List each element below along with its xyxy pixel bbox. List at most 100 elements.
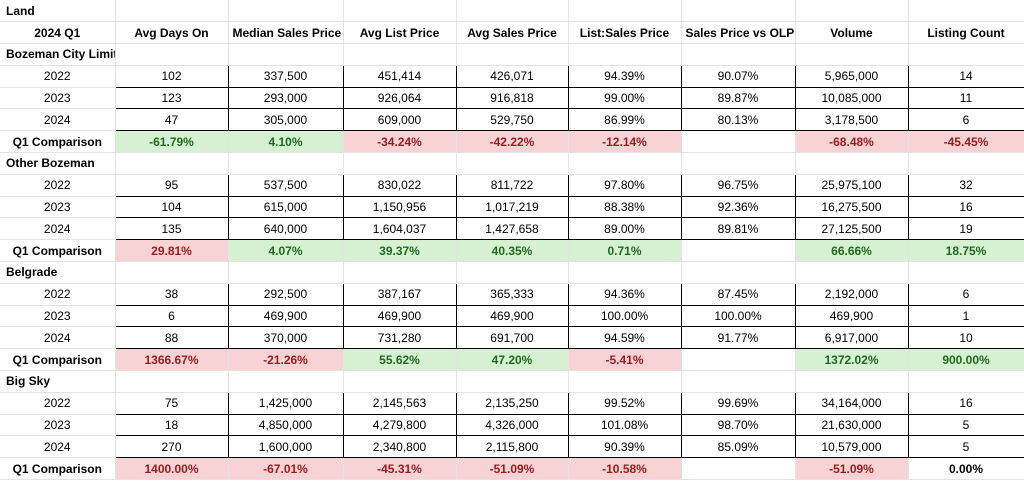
sheet-title[interactable]: Land [0,0,116,23]
value-cell[interactable]: 6 [907,282,1024,306]
value-cell[interactable]: 10 [907,326,1024,350]
empty-cell[interactable] [228,152,344,175]
section-name[interactable]: Bozeman City Limits [0,43,116,66]
value-cell[interactable]: 926,064 [342,86,457,110]
empty-cell[interactable] [115,261,229,284]
comparison-cell[interactable]: -34.24% [343,130,457,154]
empty-cell[interactable] [908,261,1024,284]
empty-cell[interactable] [228,370,344,393]
value-cell[interactable]: 90.39% [567,435,682,459]
comparison-cell[interactable]: 1372.02% [795,348,909,372]
empty-cell[interactable] [115,43,229,66]
value-cell[interactable]: 27,125,500 [794,217,909,241]
year-cell[interactable]: 2023 [0,414,116,437]
comparison-cell[interactable]: 40.35% [456,239,569,263]
header-list-sales-price[interactable]: List:Sales Price [568,21,682,45]
empty-cell[interactable] [681,43,796,66]
value-cell[interactable]: 99.52% [567,391,682,415]
value-cell[interactable]: 95 [114,173,229,197]
comparison-cell[interactable]: -51.09% [456,457,569,481]
value-cell[interactable]: 85.09% [680,435,796,459]
comparison-cell[interactable]: 39.37% [343,239,457,263]
value-cell[interactable]: 5 [907,413,1024,437]
value-cell[interactable]: 90.07% [680,64,796,88]
empty-cell[interactable] [456,43,569,66]
year-cell[interactable]: 2022 [0,65,116,88]
value-cell[interactable]: 123 [114,86,229,110]
comparison-cell[interactable]: 55.62% [343,348,457,372]
comparison-cell[interactable]: -5.41% [568,348,682,372]
value-cell[interactable]: 4,279,800 [342,413,457,437]
comparison-cell[interactable]: 0.71% [568,239,682,263]
value-cell[interactable]: 97.80% [567,173,682,197]
comparison-cell[interactable]: -61.79% [115,130,229,154]
year-cell[interactable]: 2024 [0,435,116,459]
value-cell[interactable]: 100.00% [567,304,682,328]
value-cell[interactable]: 92.36% [680,195,796,219]
empty-cell[interactable] [795,152,909,175]
header-volume[interactable]: Volume [795,21,909,45]
comparison-cell[interactable]: 0.00% [908,457,1024,481]
empty-cell[interactable] [343,261,457,284]
comparison-label[interactable]: Q1 Comparison [0,348,116,372]
empty-cell[interactable] [908,370,1024,393]
value-cell[interactable]: 135 [114,217,229,241]
comparison-cell[interactable] [681,457,796,481]
section-name[interactable]: Other Bozeman [0,152,116,175]
empty-cell[interactable] [681,152,796,175]
value-cell[interactable]: 89.87% [680,86,796,110]
value-cell[interactable]: 1,600,000 [227,435,344,459]
value-cell[interactable]: 2,145,563 [342,391,457,415]
value-cell[interactable]: 370,000 [227,326,344,350]
value-cell[interactable]: 1,425,000 [227,391,344,415]
empty-cell[interactable] [908,152,1024,175]
empty-cell[interactable] [456,370,569,393]
comparison-cell[interactable]: 4.07% [228,239,344,263]
comparison-cell[interactable]: -67.01% [228,457,344,481]
value-cell[interactable]: 1,150,956 [342,195,457,219]
header-median-sales-price[interactable]: Median Sales Price [228,21,344,45]
comparison-cell[interactable]: 1366.67% [115,348,229,372]
value-cell[interactable]: 16 [907,391,1024,415]
empty-cell[interactable] [456,152,569,175]
header-period[interactable]: 2024 Q1 [0,21,116,45]
year-cell[interactable]: 2024 [0,217,116,241]
empty-cell[interactable] [681,370,796,393]
empty-cell[interactable] [115,370,229,393]
value-cell[interactable]: 94.59% [567,326,682,350]
value-cell[interactable]: 87.45% [680,282,796,306]
comparison-cell[interactable]: 47.20% [456,348,569,372]
comparison-label[interactable]: Q1 Comparison [0,457,116,481]
value-cell[interactable]: 5,965,000 [794,64,909,88]
value-cell[interactable]: 14 [907,64,1024,88]
year-cell[interactable]: 2023 [0,196,116,219]
comparison-cell[interactable]: 29.81% [115,239,229,263]
comparison-cell[interactable]: -12.14% [568,130,682,154]
comparison-cell[interactable]: -10.58% [568,457,682,481]
comparison-cell[interactable]: -45.31% [343,457,457,481]
value-cell[interactable]: 1,017,219 [455,195,569,219]
value-cell[interactable]: 47 [114,108,229,132]
value-cell[interactable]: 94.36% [567,282,682,306]
value-cell[interactable]: 11 [907,86,1024,110]
value-cell[interactable]: 21,630,000 [794,413,909,437]
comparison-label[interactable]: Q1 Comparison [0,239,116,263]
value-cell[interactable]: 1,604,037 [342,217,457,241]
empty-cell[interactable] [568,261,682,284]
comparison-cell[interactable]: 18.75% [908,239,1024,263]
comparison-cell[interactable]: -51.09% [795,457,909,481]
value-cell[interactable]: 292,500 [227,282,344,306]
year-cell[interactable]: 2022 [0,174,116,197]
comparison-label[interactable]: Q1 Comparison [0,130,116,154]
value-cell[interactable]: 104 [114,195,229,219]
value-cell[interactable]: 293,000 [227,86,344,110]
value-cell[interactable]: 99.00% [567,86,682,110]
value-cell[interactable]: 32 [907,173,1024,197]
comparison-cell[interactable] [681,239,796,263]
value-cell[interactable]: 469,900 [455,304,569,328]
value-cell[interactable]: 305,000 [227,108,344,132]
year-cell[interactable]: 2022 [0,392,116,415]
value-cell[interactable]: 640,000 [227,217,344,241]
comparison-cell[interactable]: -42.22% [456,130,569,154]
value-cell[interactable]: 830,022 [342,173,457,197]
